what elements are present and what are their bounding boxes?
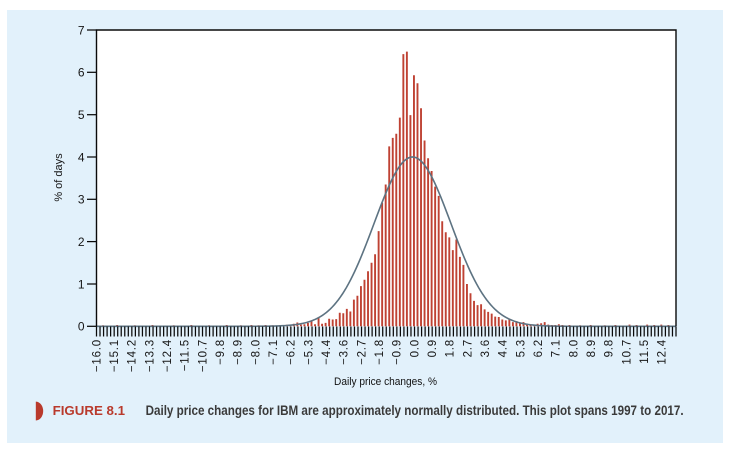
svg-text:12.4: 12.4 [657,339,669,365]
svg-text:−12.4: −12.4 [162,339,174,372]
svg-text:−13.3: −13.3 [144,339,156,372]
svg-text:8.9: 8.9 [586,339,598,357]
svg-text:−16.0: −16.0 [91,339,103,372]
svg-text:4: 4 [78,150,85,164]
svg-text:% of days: % of days [53,153,65,202]
svg-text:−2.7: −2.7 [356,339,368,365]
svg-text:7.1: 7.1 [551,339,563,357]
svg-text:−4.4: −4.4 [321,339,333,365]
svg-text:−15.1: −15.1 [109,339,121,372]
svg-text:3.6: 3.6 [480,339,492,357]
svg-text:6.2: 6.2 [533,339,545,357]
svg-text:−3.6: −3.6 [339,339,351,365]
svg-text:2: 2 [78,235,85,249]
svg-text:−10.7: −10.7 [197,339,209,372]
svg-text:3: 3 [78,193,85,207]
svg-text:7: 7 [78,23,85,37]
svg-text:5.3: 5.3 [515,339,527,357]
svg-text:−9.8: −9.8 [215,339,227,365]
svg-text:−7.1: −7.1 [268,339,280,365]
svg-text:0.0: 0.0 [409,339,421,357]
svg-text:−5.3: −5.3 [303,339,315,365]
svg-text:9.8: 9.8 [604,339,616,357]
svg-text:2.7: 2.7 [462,339,474,357]
svg-text:6: 6 [78,66,85,80]
svg-text:−8.9: −8.9 [233,339,245,365]
svg-text:−1.8: −1.8 [374,339,386,365]
svg-text:5: 5 [78,108,85,122]
svg-text:8.0: 8.0 [568,339,580,357]
svg-text:1.8: 1.8 [445,339,457,357]
svg-text:Daily price changes for IBM ar: Daily price changes for IBM are approxim… [146,403,684,418]
svg-text:−14.2: −14.2 [127,339,139,372]
svg-text:−6.2: −6.2 [286,339,298,365]
svg-text:10.7: 10.7 [621,339,633,365]
svg-text:−8.0: −8.0 [250,339,262,365]
svg-text:1: 1 [78,277,85,291]
svg-text:−0.9: −0.9 [392,339,404,365]
svg-text:Daily price changes, %: Daily price changes, % [334,376,437,388]
svg-text:4.4: 4.4 [498,339,510,357]
svg-text:0.9: 0.9 [427,339,439,357]
svg-text:−11.5: −11.5 [180,339,192,371]
svg-text:FIGURE 8.1: FIGURE 8.1 [53,403,126,418]
svg-text:0: 0 [78,320,85,334]
svg-text:11.5: 11.5 [639,339,651,364]
